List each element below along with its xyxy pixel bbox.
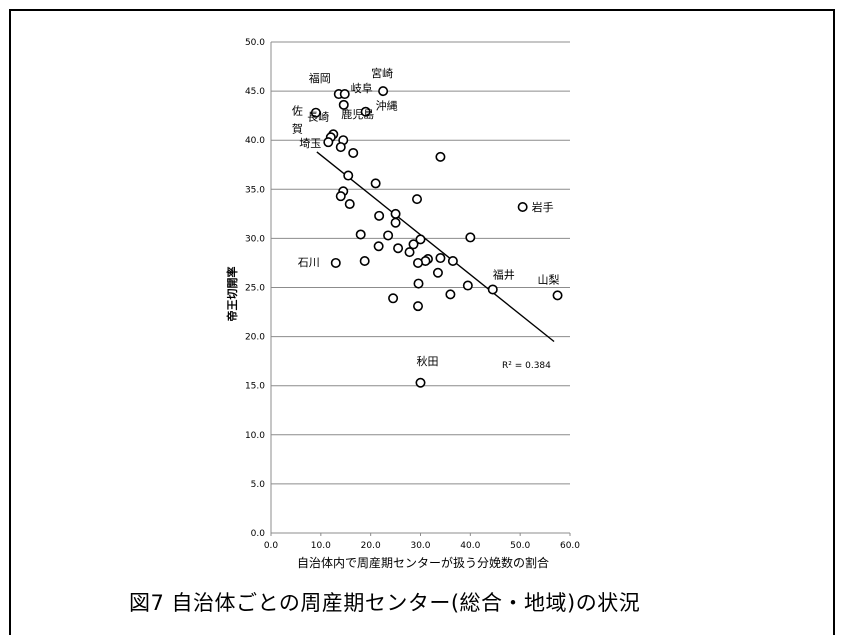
data-point (359, 255, 370, 266)
point-label: 秋田 (417, 354, 439, 368)
point-label: 岩手 (532, 200, 554, 214)
point-label: 石川 (298, 256, 320, 269)
point-label: 山梨 (538, 272, 560, 286)
trendline (316, 151, 555, 343)
data-point (323, 137, 334, 148)
data-point (344, 199, 355, 210)
data-point (339, 89, 350, 100)
data-point (517, 201, 528, 212)
data-point (432, 267, 443, 278)
x-tick-label: 40.0 (460, 541, 480, 551)
figure-caption: 図7 自治体ごとの周産期センター(総合・地域)の状況 (129, 591, 641, 615)
data-point (415, 234, 426, 245)
data-point (393, 243, 404, 254)
x-tick-label: 50.0 (510, 541, 530, 551)
x-tick-label: 10.0 (311, 541, 331, 551)
data-point (378, 86, 389, 97)
y-tick-label: 20.0 (245, 333, 265, 343)
data-point (445, 289, 456, 300)
data-point (390, 217, 401, 228)
data-point (465, 232, 476, 243)
data-point (447, 255, 458, 266)
data-point (383, 230, 394, 241)
data-point (330, 257, 341, 268)
data-point (404, 247, 415, 258)
data-point (335, 142, 346, 153)
point-label: 福岡 (309, 71, 331, 85)
data-point (435, 253, 446, 264)
point-label: 鹿児島 (341, 107, 374, 121)
data-point (390, 208, 401, 219)
x-axis-label: 自治体内で周産期センターが扱う分娩数の割合 (297, 555, 549, 570)
data-point (374, 210, 385, 221)
figure-frame (9, 9, 835, 635)
x-tick-label: 30.0 (410, 541, 430, 551)
data-point (413, 257, 424, 268)
point-label: 宮崎 (371, 66, 393, 80)
data-point (370, 178, 381, 189)
point-label: 長崎 (307, 109, 329, 123)
data-point (335, 191, 346, 202)
y-tick-label: 35.0 (245, 185, 265, 195)
point-label: 岐阜 (351, 82, 373, 95)
data-point (388, 293, 399, 304)
x-tick-label: 60.0 (560, 541, 580, 551)
data-point (462, 280, 473, 291)
r-squared-annotation: R² = 0.384 (502, 361, 551, 371)
point-label-saga: 佐賀 (292, 104, 303, 136)
data-point (552, 290, 563, 301)
data-point (310, 107, 321, 118)
y-axis-label: 帝王切開率 (225, 267, 239, 322)
point-label: 埼玉 (299, 136, 321, 150)
x-tick-label: 0.0 (264, 541, 279, 551)
data-point (435, 151, 446, 162)
data-point (408, 239, 419, 250)
data-point (413, 278, 424, 289)
y-tick-label: 40.0 (245, 136, 265, 146)
y-tick-labels: 0.0 5.0 10.0 15.0 20.0 25.0 30.0 35.0 40.0 45.0 50… (245, 38, 265, 539)
y-tick-label: 45.0 (245, 87, 265, 97)
data-point (373, 241, 384, 252)
y-tick-label: 0.0 (251, 529, 266, 539)
data-point (355, 229, 366, 240)
data-point (413, 301, 424, 312)
y-tick-label: 25.0 (245, 284, 265, 294)
data-point (487, 284, 498, 295)
y-tick-label: 5.0 (251, 480, 266, 490)
data-point (415, 377, 426, 388)
data-point (412, 194, 423, 205)
point-label: 福井 (493, 267, 515, 281)
point-label: 沖縄 (376, 99, 398, 113)
y-tick-label: 50.0 (245, 38, 265, 48)
y-tick-label: 10.0 (245, 431, 265, 441)
y-tick-label: 30.0 (245, 234, 265, 244)
data-point (348, 147, 359, 158)
x-tick-labels: 0.0 10.0 20.0 30.0 40.0 50.0 60.0 (264, 533, 580, 551)
x-tick-label: 20.0 (361, 541, 381, 551)
trendline-line (316, 151, 555, 343)
y-tick-label: 15.0 (245, 382, 265, 392)
data-points (310, 86, 563, 388)
data-point (338, 99, 349, 110)
data-point (343, 170, 354, 181)
data-point (360, 106, 371, 117)
